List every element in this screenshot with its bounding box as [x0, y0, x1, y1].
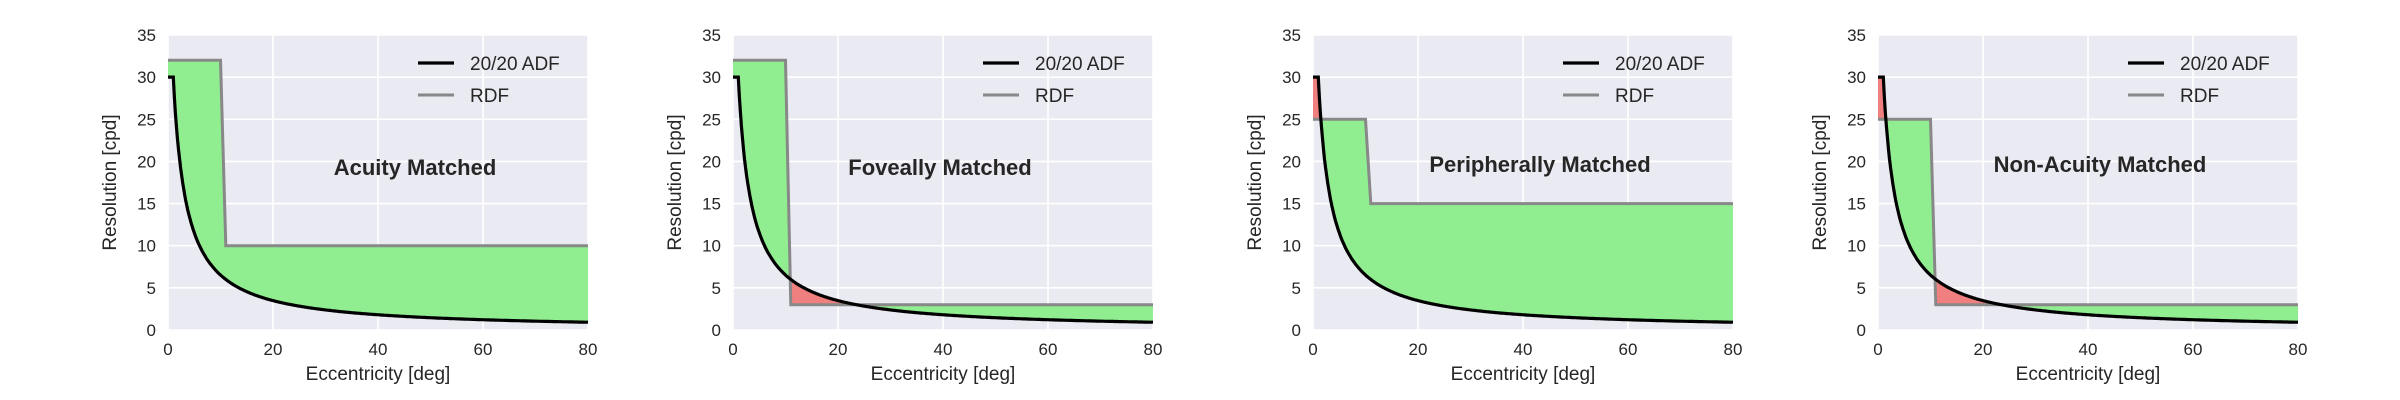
- x-axis-label: Eccentricity [deg]: [871, 364, 1016, 385]
- legend-label-rdf: RDF: [2180, 86, 2219, 107]
- y-tick-label: 15: [1282, 195, 1301, 214]
- chart-panel-4: 0 5 10 15 20 25 30 35 0 20 40 60 80 Eccentricity [deg…: [1810, 26, 2307, 385]
- series-line-rdf: [1878, 117, 2298, 307]
- legend-label-adf: 20/20 ADF: [1615, 54, 1705, 75]
- legend-label-adf: 20/20 ADF: [470, 54, 560, 75]
- x-axis-label: Eccentricity [deg]: [2016, 364, 2161, 385]
- x-tick-label: 80: [1144, 340, 1163, 359]
- legend-label-rdf: RDF: [1035, 86, 1074, 107]
- fill-rdf-above-adf: [733, 60, 790, 279]
- x-tick-label: 40: [1514, 340, 1533, 359]
- series-line-adf: [1878, 75, 2298, 324]
- legend: 20/20 ADF RDF: [983, 54, 1125, 107]
- y-tick-label: 25: [1282, 110, 1301, 129]
- y-tick-label: 20: [137, 152, 156, 171]
- y-tick-label: 20: [702, 152, 721, 171]
- fill-rdf-below-adf: [790, 279, 856, 305]
- x-tick-label: 20: [829, 340, 848, 359]
- y-tick-label: 0: [1857, 321, 1866, 340]
- x-tick-label: 80: [2289, 340, 2308, 359]
- y-tick-label: 35: [137, 26, 156, 45]
- y-tick-label: 0: [1292, 321, 1301, 340]
- panel-title: Acuity Matched: [334, 155, 497, 180]
- x-tick-label: 80: [579, 340, 598, 359]
- panel-title: Non-Acuity Matched: [1994, 152, 2207, 177]
- x-tick-label: 60: [1039, 340, 1058, 359]
- y-tick-label: 35: [1282, 26, 1301, 45]
- y-tick-label: 15: [1847, 195, 1866, 214]
- chart-panel-3: 0 5 10 15 20 25 30 35 0 20 40 60 80 Eccentricity [deg…: [1245, 26, 1742, 385]
- x-tick-label: 20: [1974, 340, 1993, 359]
- x-tick-label: 0: [1308, 340, 1317, 359]
- chart-panel-1: 0 5 10 15 20 25 30 35 0 20 40 60 80 Eccentricity [deg…: [100, 26, 597, 385]
- y-tick-label: 30: [1847, 68, 1866, 87]
- x-axis-label: Eccentricity [deg]: [1451, 364, 1596, 385]
- y-tick-label: 10: [702, 237, 721, 256]
- series-line-adf: [733, 75, 1153, 324]
- fill-rdf-above-adf: [856, 304, 1153, 323]
- chart-panel-2: 0 5 10 15 20 25 30 35 0 20 40 60 80 Eccentricity [deg…: [665, 26, 1162, 385]
- fill-rdf-above-adf: [1886, 119, 1935, 279]
- y-tick-label: 0: [147, 321, 156, 340]
- x-tick-label: 0: [163, 340, 172, 359]
- legend: 20/20 ADF RDF: [1563, 54, 1705, 107]
- y-tick-label: 10: [1847, 237, 1866, 256]
- series-line-rdf: [168, 58, 588, 248]
- x-tick-label: 80: [1724, 340, 1743, 359]
- y-tick-label: 35: [1847, 26, 1866, 45]
- x-tick-label: 40: [2079, 340, 2098, 359]
- series-line-adf: [168, 75, 588, 324]
- y-tick-label: 15: [137, 195, 156, 214]
- y-tick-label: 30: [1282, 68, 1301, 87]
- y-tick-label: 5: [712, 279, 721, 298]
- y-tick-label: 15: [702, 195, 721, 214]
- x-tick-label: 20: [264, 340, 283, 359]
- y-tick-label: 20: [1847, 152, 1866, 171]
- y-axis-label: Resolution [cpd]: [1245, 114, 1266, 250]
- y-tick-label: 10: [1282, 237, 1301, 256]
- y-tick-label: 30: [137, 68, 156, 87]
- x-tick-label: 20: [1409, 340, 1428, 359]
- y-axis-label: Resolution [cpd]: [1810, 114, 1831, 250]
- y-tick-label: 5: [1292, 279, 1301, 298]
- y-tick-label: 10: [137, 237, 156, 256]
- fill-rdf-above-adf: [168, 60, 588, 323]
- x-tick-label: 0: [1873, 340, 1882, 359]
- series-line-adf: [1313, 75, 1733, 324]
- legend-label-adf: 20/20 ADF: [1035, 54, 1125, 75]
- x-axis-label: Eccentricity [deg]: [306, 364, 451, 385]
- y-tick-label: 5: [147, 279, 156, 298]
- x-tick-label: 40: [369, 340, 388, 359]
- fill-rdf-above-adf: [1321, 119, 1733, 323]
- series-line-rdf: [1313, 117, 1733, 206]
- panel-title: Peripherally Matched: [1429, 152, 1650, 177]
- legend: 20/20 ADF RDF: [2128, 54, 2270, 107]
- y-tick-label: 35: [702, 26, 721, 45]
- legend-label-rdf: RDF: [1615, 86, 1654, 107]
- fill-rdf-above-adf: [2001, 304, 2298, 323]
- y-tick-label: 30: [702, 68, 721, 87]
- legend-label-adf: 20/20 ADF: [2180, 54, 2270, 75]
- y-tick-label: 5: [1857, 279, 1866, 298]
- legend-label-rdf: RDF: [470, 86, 509, 107]
- y-tick-label: 0: [712, 321, 721, 340]
- y-tick-label: 25: [702, 110, 721, 129]
- y-axis-label: Resolution [cpd]: [100, 114, 121, 250]
- y-tick-label: 20: [1282, 152, 1301, 171]
- y-tick-label: 25: [1847, 110, 1866, 129]
- legend: 20/20 ADF RDF: [418, 54, 560, 107]
- x-tick-label: 60: [1619, 340, 1638, 359]
- x-tick-label: 40: [934, 340, 953, 359]
- panel-title: Foveally Matched: [848, 155, 1031, 180]
- series-line-rdf: [733, 58, 1153, 307]
- x-tick-label: 60: [2184, 340, 2203, 359]
- x-tick-label: 60: [474, 340, 493, 359]
- x-tick-label: 0: [728, 340, 737, 359]
- y-tick-label: 25: [137, 110, 156, 129]
- fill-rdf-below-adf: [1935, 279, 2001, 305]
- y-axis-label: Resolution [cpd]: [665, 114, 686, 250]
